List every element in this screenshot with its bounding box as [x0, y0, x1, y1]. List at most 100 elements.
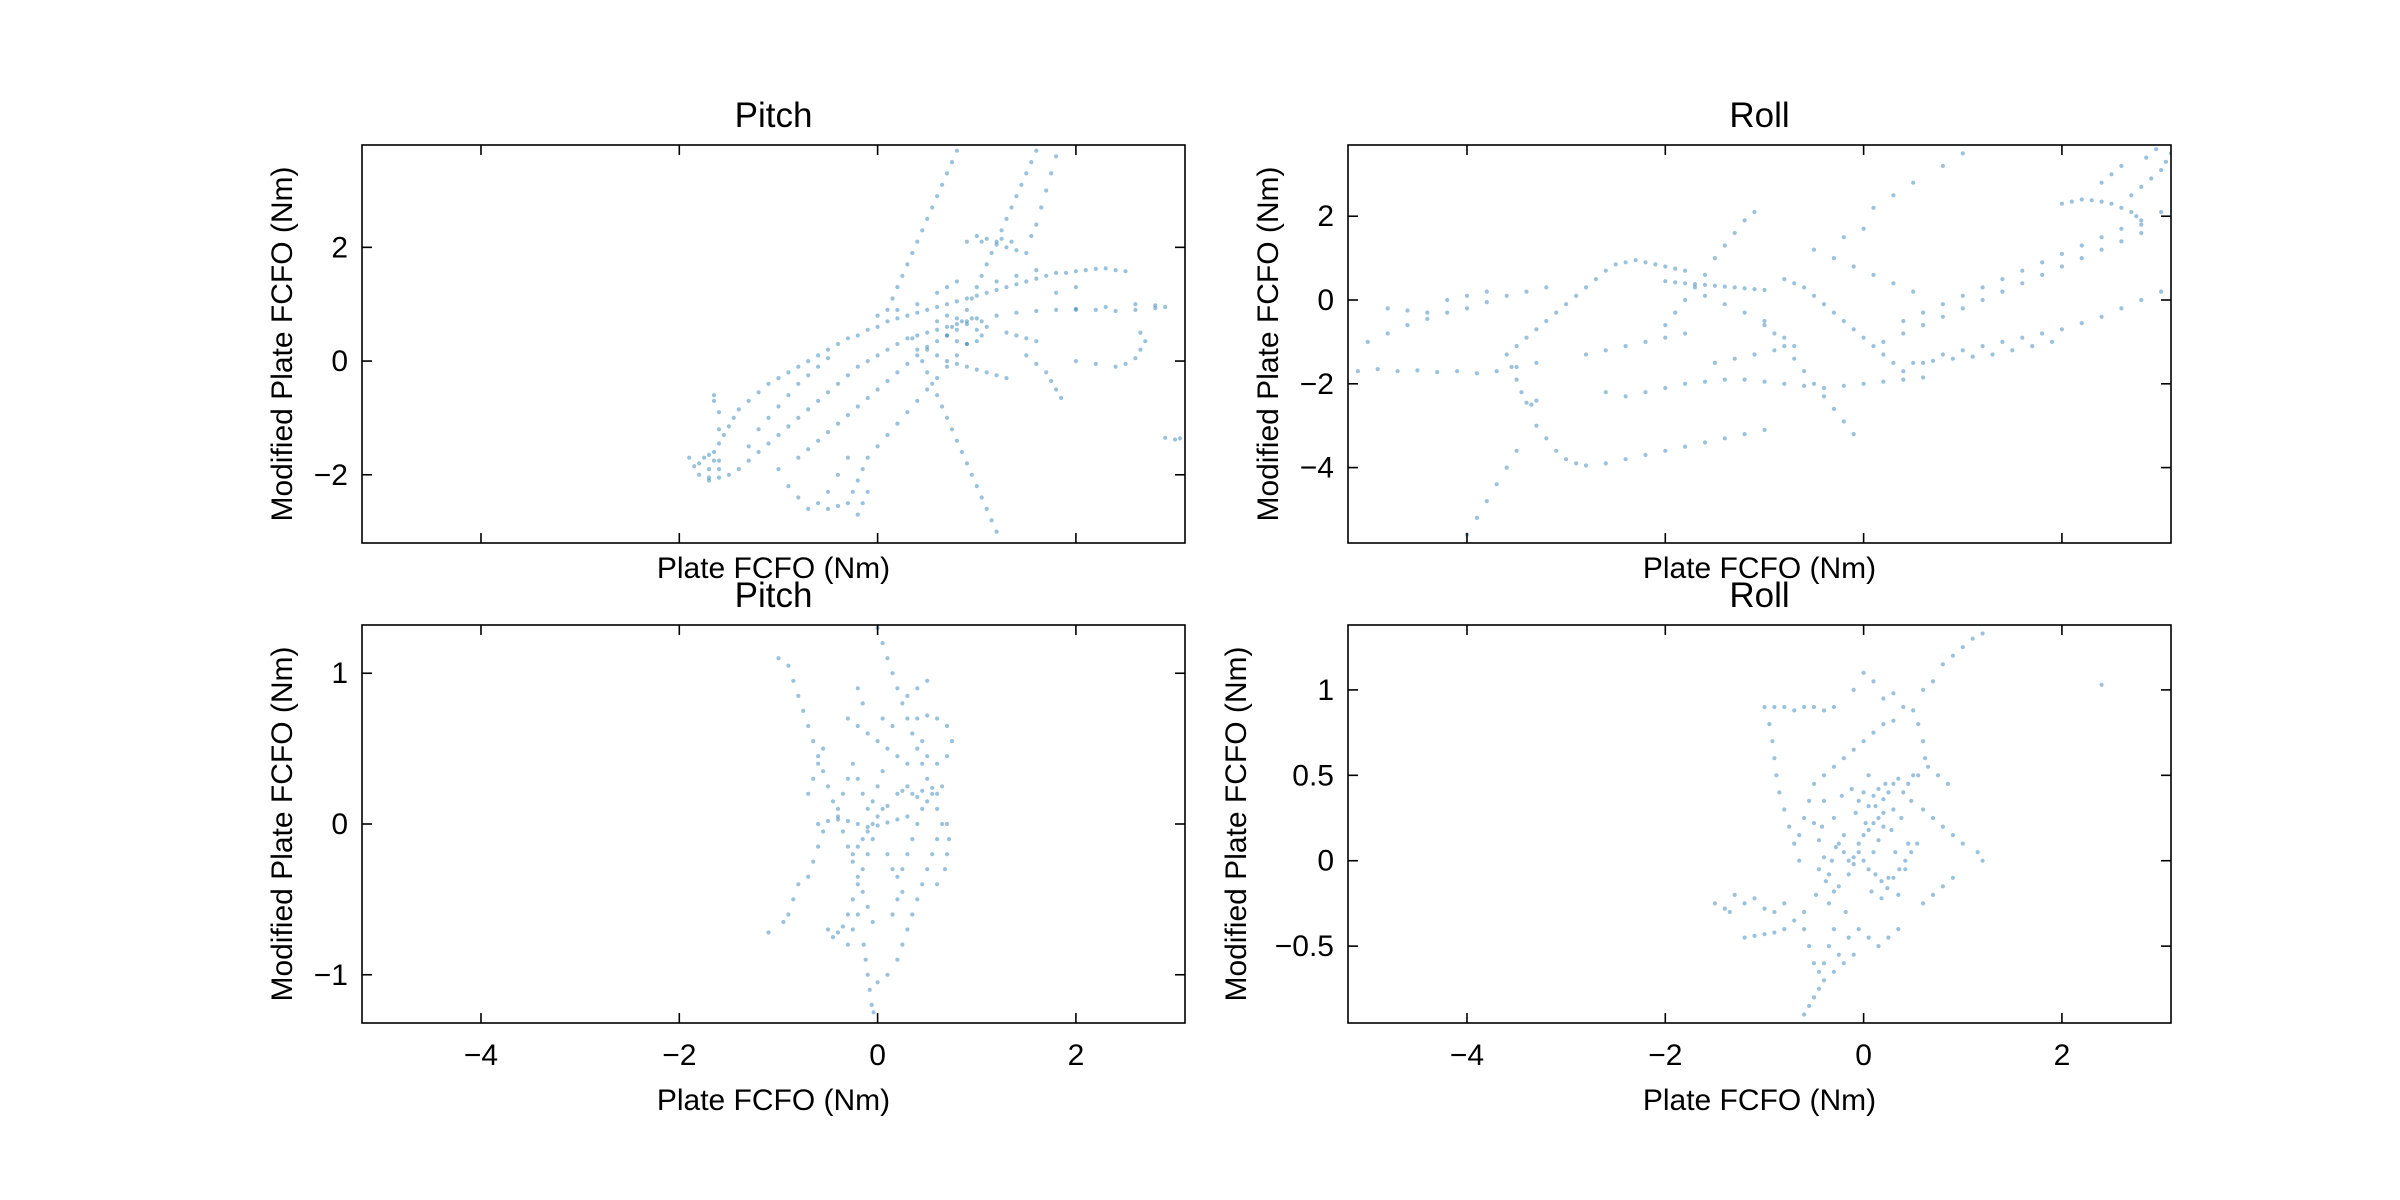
- data-point: [915, 347, 920, 352]
- data-point: [1073, 306, 1078, 311]
- data-point: [1881, 696, 1886, 701]
- data-point: [994, 373, 999, 378]
- data-point: [994, 279, 999, 284]
- data-point: [786, 393, 791, 398]
- data-point: [1980, 285, 1985, 290]
- data-point: [1802, 285, 1807, 290]
- data-point: [910, 912, 915, 917]
- data-point: [796, 495, 801, 500]
- data-point: [1960, 306, 1965, 311]
- data-point: [2030, 344, 2035, 349]
- data-point: [1643, 260, 1648, 265]
- data-point: [1014, 333, 1019, 338]
- data-point: [726, 472, 732, 477]
- data-point: [1177, 436, 1183, 441]
- data-point: [1896, 776, 1901, 781]
- x-tick-label: 2: [1068, 1039, 1085, 1072]
- data-point: [865, 829, 870, 834]
- data-point: [865, 972, 870, 977]
- data-point: [910, 791, 915, 796]
- data-point: [954, 361, 960, 366]
- data-point: [1673, 280, 1678, 285]
- data-point: [1484, 499, 1489, 504]
- data-point: [905, 852, 910, 857]
- data-point: [1524, 289, 1529, 294]
- data-point: [1891, 281, 1896, 286]
- x-axis-label: Plate FCFO (Nm): [1643, 1084, 1876, 1117]
- data-point: [1623, 394, 1628, 399]
- data-point: [1811, 961, 1817, 966]
- data-point: [875, 324, 880, 329]
- data-point: [1923, 756, 1928, 761]
- data-point: [2129, 209, 2134, 215]
- data-point: [2119, 226, 2124, 231]
- data-point: [1663, 385, 1668, 391]
- data-point: [930, 785, 935, 790]
- data-point: [1866, 827, 1871, 833]
- data-point: [944, 313, 950, 318]
- data-point: [1770, 739, 1775, 744]
- data-point: [994, 529, 999, 534]
- subplot-2: −4 −2 0 2 Roll Plate FCFO (Nm) Modified Plate …: [1252, 96, 2172, 585]
- y-tick-label: −2: [1300, 368, 1334, 401]
- data-point: [811, 739, 816, 744]
- data-point: [1405, 308, 1410, 313]
- data-point: [1940, 163, 1945, 168]
- data-point: [880, 716, 885, 721]
- data-point: [1802, 704, 1807, 710]
- data-point: [1871, 344, 1876, 349]
- data-point: [1683, 331, 1688, 336]
- data-point: [1727, 909, 1732, 915]
- data-point: [816, 364, 821, 369]
- data-point: [1876, 838, 1881, 843]
- data-point: [1856, 927, 1861, 932]
- data-point: [1886, 790, 1891, 795]
- data-point: [925, 867, 930, 872]
- data-point: [875, 980, 880, 985]
- data-point: [954, 339, 960, 344]
- data-point: [1879, 879, 1884, 884]
- data-point: [900, 788, 905, 793]
- data-point: [865, 904, 870, 910]
- data-point: [1811, 247, 1817, 252]
- data-point: [2099, 199, 2104, 204]
- subplot-title: Roll: [1729, 96, 1789, 135]
- data-point: [835, 503, 841, 509]
- data-point: [845, 912, 851, 917]
- data-point: [1811, 821, 1817, 826]
- data-point: [860, 837, 865, 842]
- data-point: [925, 344, 930, 349]
- data-point: [935, 194, 940, 199]
- data-point: [1049, 378, 1054, 384]
- data-point: [944, 333, 950, 338]
- data-point: [1792, 918, 1797, 923]
- data-point: [944, 364, 950, 369]
- data-point: [716, 427, 722, 432]
- x-axis-label: Plate FCFO (Nm): [657, 1084, 890, 1117]
- data-point: [925, 307, 930, 312]
- data-point: [746, 398, 751, 403]
- data-point: [979, 319, 984, 324]
- data-point: [1831, 969, 1836, 974]
- data-point: [895, 316, 900, 321]
- data-point: [1911, 360, 1916, 365]
- data-point: [1821, 855, 1827, 860]
- data-point: [1831, 815, 1836, 821]
- data-point: [1901, 704, 1906, 710]
- data-point: [1980, 344, 1985, 349]
- data-point: [855, 821, 860, 827]
- data-point: [1811, 704, 1817, 710]
- data-point: [825, 506, 831, 511]
- data-point: [816, 438, 821, 443]
- data-point: [1950, 653, 1955, 658]
- data-point: [1816, 838, 1822, 843]
- data-point: [1883, 781, 1888, 787]
- data-point: [915, 302, 920, 307]
- data-point: [1903, 867, 1908, 872]
- subplot-4: −4 −2 0 2 −0.5 0 0.5 1 Roll Plate FCFO (Nm) Modifi…: [1220, 576, 2172, 1117]
- data-point: [1960, 348, 1965, 353]
- data-point: [845, 818, 851, 824]
- data-point: [1930, 358, 1936, 363]
- data-point: [1752, 352, 1757, 357]
- data-point: [1663, 335, 1668, 340]
